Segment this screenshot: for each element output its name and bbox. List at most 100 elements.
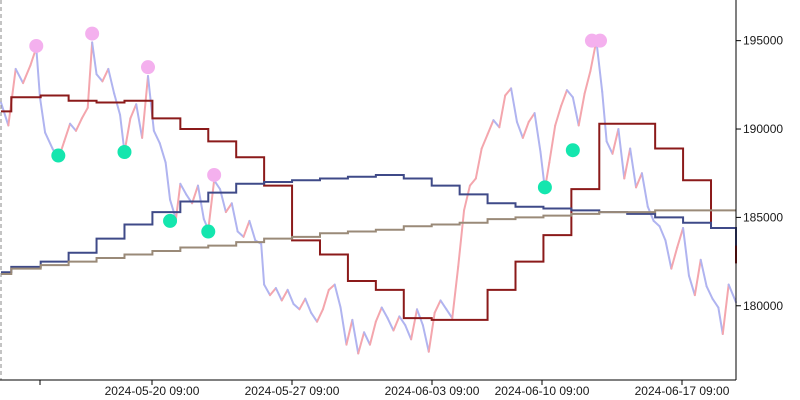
price-segment [404,324,413,341]
x-tick-label: 2024-05-20 09:00 [105,384,200,398]
price-segment [410,308,419,341]
price-segment [687,274,696,297]
price-segment [717,306,724,336]
price-segment [451,265,460,320]
price-segment [274,287,283,302]
price-segment [577,92,586,127]
price-segment [629,147,638,189]
price-segment [554,105,563,127]
price-segment [368,320,377,346]
price-segment [386,317,395,332]
price-segment [457,209,466,268]
price-segment [492,119,501,129]
price-segment [705,285,714,300]
price-segment [263,283,272,297]
price-segment [565,89,574,99]
price-segment [286,288,295,305]
x-axis: 2024-05-20 09:00 2024-05-27 09:00 2024-06-… [39,380,730,398]
price-segment [363,331,371,346]
price-segment [548,124,557,164]
price-segment [635,172,643,189]
price-segment [652,219,661,228]
price-segment [699,258,708,288]
price-segment [327,283,336,291]
price-segment [207,179,216,231]
price-segment [35,46,41,99]
price-segment [605,140,614,155]
price-segment [316,308,324,323]
price-segment [510,87,518,123]
price-segment [398,315,407,327]
price-segment [152,129,161,145]
peak-marker [85,26,100,41]
price-segment [95,73,104,83]
price-segment [374,306,383,323]
plot-area [0,26,737,355]
price-segment [158,142,167,164]
price-segment [69,122,77,132]
price-segment [357,331,366,355]
price-segment [658,225,667,242]
peak-marker [593,33,608,48]
price-segment [179,182,188,196]
price-segment [664,239,673,270]
price-segment [169,198,177,221]
price-segment [280,288,289,302]
price-segment [345,318,354,346]
price-segment [445,308,454,320]
price-segment [498,94,507,129]
trough-marker [163,213,178,228]
price-segment [421,324,430,353]
y-tick-label: 195000 [743,34,783,48]
price-segment [533,112,542,153]
price-segment [521,120,530,139]
price-segment [527,112,536,123]
price-segment [617,128,626,180]
price-segment [380,306,389,320]
price-segment [224,202,233,214]
price-segment [304,297,313,314]
series-line-step-fast [1,94,737,321]
price-segment [468,177,477,187]
price-segment [141,75,149,139]
price-segment [14,67,25,85]
price-segment [392,315,401,332]
price-segment [38,96,47,134]
price-segment [191,184,199,205]
price-segment [230,202,239,233]
peak-marker [29,38,44,53]
price-segment [129,103,138,120]
x-tick-label: 2024-06-17 09:00 [635,384,730,398]
price-segment [107,67,116,95]
price-segment [560,89,568,108]
price-segment [298,297,307,311]
price-segment [80,106,89,120]
price-segment [174,182,182,221]
price-segment [351,318,360,355]
price-segment [640,172,649,208]
price-segment [571,96,580,127]
price-segment [86,41,94,109]
price-segment [721,283,730,336]
price-segment [583,69,592,95]
x-tick-label: 2024-06-10 09:00 [495,384,590,398]
price-segment [727,283,737,304]
price-segment [463,184,471,212]
trough-marker [51,148,66,163]
price-segment [269,287,277,297]
series-line-step-slow [1,209,736,275]
price-segment [74,117,83,132]
x-tick-label: 2024-05-27 09:00 [245,384,340,398]
price-segment [22,64,32,85]
price-segment [248,219,257,242]
peak-marker [141,60,155,75]
price-segment [91,41,98,76]
price-segment [44,131,54,150]
price-segment [486,119,495,136]
price-segment [260,242,266,286]
price-segment [101,67,110,83]
price-segment [693,258,702,297]
price-segment [164,161,172,201]
price-segment [595,39,604,93]
